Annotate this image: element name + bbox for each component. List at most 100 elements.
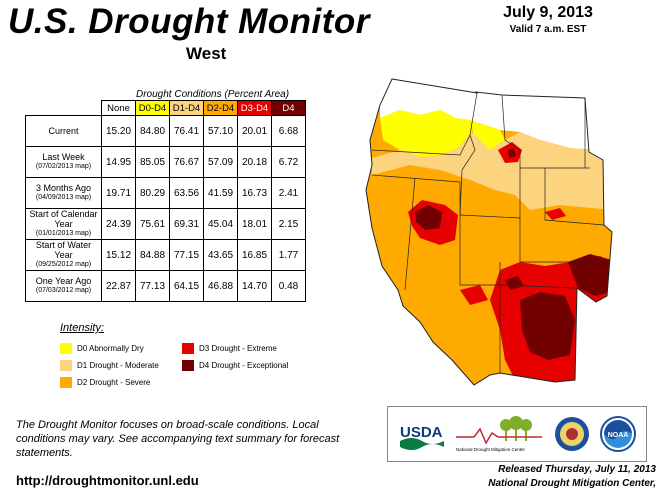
table-cell: 15.12 xyxy=(101,239,136,271)
table-cell: 85.05 xyxy=(135,146,170,178)
table-cell: 14.95 xyxy=(101,146,136,178)
legend-swatch-d2 xyxy=(60,377,72,388)
row-label-main: 3 Months Ago xyxy=(35,183,92,193)
map-d4-four-corners xyxy=(505,276,524,290)
logo-panel: USDA National Drought Mitigation Center … xyxy=(387,406,647,462)
usda-logo-text: USDA xyxy=(400,424,443,441)
table-cell: 41.59 xyxy=(203,177,238,209)
table-cell: 63.56 xyxy=(169,177,204,209)
noaa-logo-text: NOAA xyxy=(608,432,629,439)
table-cell: 15.20 xyxy=(101,115,136,147)
commerce-seal-emblem xyxy=(566,428,578,440)
table-cell: 45.04 xyxy=(203,208,238,240)
table-corner xyxy=(25,100,102,116)
ndmc-wave xyxy=(456,427,542,445)
table-cell: 64.15 xyxy=(169,270,204,302)
map-date: July 9, 2013 xyxy=(503,4,593,21)
legend-swatch-d4 xyxy=(182,360,194,371)
description-text: The Drought Monitor focuses on broad-sca… xyxy=(16,419,340,459)
map-d4-nevada xyxy=(415,205,442,230)
table-cell: 6.72 xyxy=(271,146,306,178)
table-cell: 84.88 xyxy=(135,239,170,271)
noaa-bird xyxy=(604,420,632,440)
legend-item-d0: D0 Abnormally Dry xyxy=(60,343,144,354)
legend-label-d0: D0 Abnormally Dry xyxy=(77,344,144,353)
col-header-d0-d4: D0-D4 xyxy=(135,100,170,116)
table-cell: 77.15 xyxy=(169,239,204,271)
table-row: Current 15.20 84.80 76.41 57.10 20.01 6.68 xyxy=(25,115,306,147)
row-label: Start of Water Year (09/25/2012 map) xyxy=(25,239,102,271)
legend-label-d4: D4 Drought - Exceptional xyxy=(199,361,289,370)
col-header-d2-d4: D2-D4 xyxy=(203,100,238,116)
legend-item-d3: D3 Drought - Extreme xyxy=(182,343,277,354)
table-caption: Drought Conditions (Percent Area) xyxy=(136,89,290,100)
col-header-d1-d4: D1-D4 xyxy=(169,100,204,116)
table-cell: 22.87 xyxy=(101,270,136,302)
row-label: 3 Months Ago (04/09/2013 map) xyxy=(25,177,102,209)
usda-logo-wave xyxy=(400,438,444,450)
main-title: U.S. Drought Monitor xyxy=(8,2,370,41)
state-borders xyxy=(365,78,613,386)
valid-time: Valid 7 a.m. EST xyxy=(509,24,587,35)
table-cell: 46.88 xyxy=(203,270,238,302)
usda-logo: USDA xyxy=(400,424,444,450)
row-label-sub: (09/25/2012 map) xyxy=(35,261,92,268)
table-cell: 18.01 xyxy=(237,208,272,240)
website-url[interactable]: http://droughtmonitor.unl.edu xyxy=(16,473,199,488)
map-fill-layers xyxy=(366,79,612,385)
table-cell: 14.70 xyxy=(237,270,272,302)
ndmc-logo: National Drought Mitigation Center xyxy=(456,416,542,452)
table-cell: 84.80 xyxy=(135,115,170,147)
row-label: Last Week (07/02/2013 map) xyxy=(25,146,102,178)
map-d3-wyoming xyxy=(545,208,566,220)
release-info: Released Thursday, July 11, 2013 Nationa… xyxy=(434,463,656,491)
table-cell: 77.13 xyxy=(135,270,170,302)
legend-swatch-d1 xyxy=(60,360,72,371)
col-header-none: None xyxy=(101,100,136,116)
table-cell: 76.41 xyxy=(169,115,204,147)
table-cell: 69.31 xyxy=(169,208,204,240)
drought-map xyxy=(365,78,613,386)
col-header-d3-d4: D3-D4 xyxy=(237,100,272,116)
table-cell: 2.15 xyxy=(271,208,306,240)
release-author: National Drought Mitigation Center, xyxy=(488,478,656,489)
table-cell: 20.18 xyxy=(237,146,272,178)
row-label-sub: (07/03/2012 map) xyxy=(35,287,92,294)
drought-conditions-table: None D0-D4 D1-D4 D2-D4 D3-D4 D4 Current 1… xyxy=(25,100,306,302)
border-ca-nv xyxy=(371,174,461,291)
table-cell: 57.10 xyxy=(203,115,238,147)
row-label-main: Last Week xyxy=(42,152,85,162)
border-mt-wy xyxy=(501,94,605,226)
table-cell: 6.68 xyxy=(271,115,306,147)
table-row: Last Week (07/02/2013 map) 14.95 85.05 76.67… xyxy=(25,146,306,178)
table-row: Start of Water Year (09/25/2012 map) 15.12… xyxy=(25,239,306,271)
row-label-main: Start of Water Year xyxy=(35,240,92,260)
border-wa-or xyxy=(371,134,471,156)
ndmc-logo-text: National Drought Mitigation Center xyxy=(456,447,526,452)
map-d3-arizona xyxy=(460,285,488,305)
legend-item-d4: D4 Drought - Exceptional xyxy=(182,360,288,371)
release-date: Released Thursday, July 11, 2013 xyxy=(498,464,656,475)
col-header-d4: D4 xyxy=(271,100,306,116)
row-label: One Year Ago (07/03/2012 map) xyxy=(25,270,102,302)
border-az-nm xyxy=(499,261,600,373)
row-label: Current xyxy=(25,115,102,147)
row-label-main: Current xyxy=(48,126,79,136)
row-label-sub: (01/01/2013 map) xyxy=(35,230,92,237)
map-d4-new-mexico xyxy=(520,292,575,360)
table-cell: 19.71 xyxy=(101,177,136,209)
row-label-sub: (04/09/2013 map) xyxy=(35,194,92,201)
map-d4-colorado xyxy=(568,254,612,296)
table-cell: 16.73 xyxy=(237,177,272,209)
legend-label-d2: D2 Drought - Severe xyxy=(77,378,151,387)
map-d4-idaho xyxy=(508,148,516,158)
noaa-water xyxy=(604,431,632,448)
region-label: West xyxy=(186,44,227,63)
table-row: Start of Calendar Year (01/01/2013 map) 24… xyxy=(25,208,306,240)
row-label-main: Start of Calendar Year xyxy=(29,209,98,229)
table-cell: 1.77 xyxy=(271,239,306,271)
legend-swatch-d3 xyxy=(182,343,194,354)
legend-label-d1: D1 Drought - Moderate xyxy=(77,361,159,370)
table-cell: 80.29 xyxy=(135,177,170,209)
table-cell: 0.48 xyxy=(271,270,306,302)
